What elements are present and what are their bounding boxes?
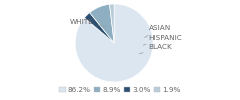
Text: WHITE: WHITE bbox=[69, 19, 106, 27]
Text: ASIAN: ASIAN bbox=[144, 25, 171, 38]
Legend: 86.2%, 8.9%, 3.0%, 1.9%: 86.2%, 8.9%, 3.0%, 1.9% bbox=[56, 84, 184, 96]
Text: HISPANIC: HISPANIC bbox=[143, 34, 182, 45]
Wedge shape bbox=[90, 4, 114, 43]
Wedge shape bbox=[109, 4, 114, 43]
Wedge shape bbox=[75, 4, 153, 82]
Wedge shape bbox=[84, 13, 114, 43]
Text: BLACK: BLACK bbox=[139, 44, 172, 54]
